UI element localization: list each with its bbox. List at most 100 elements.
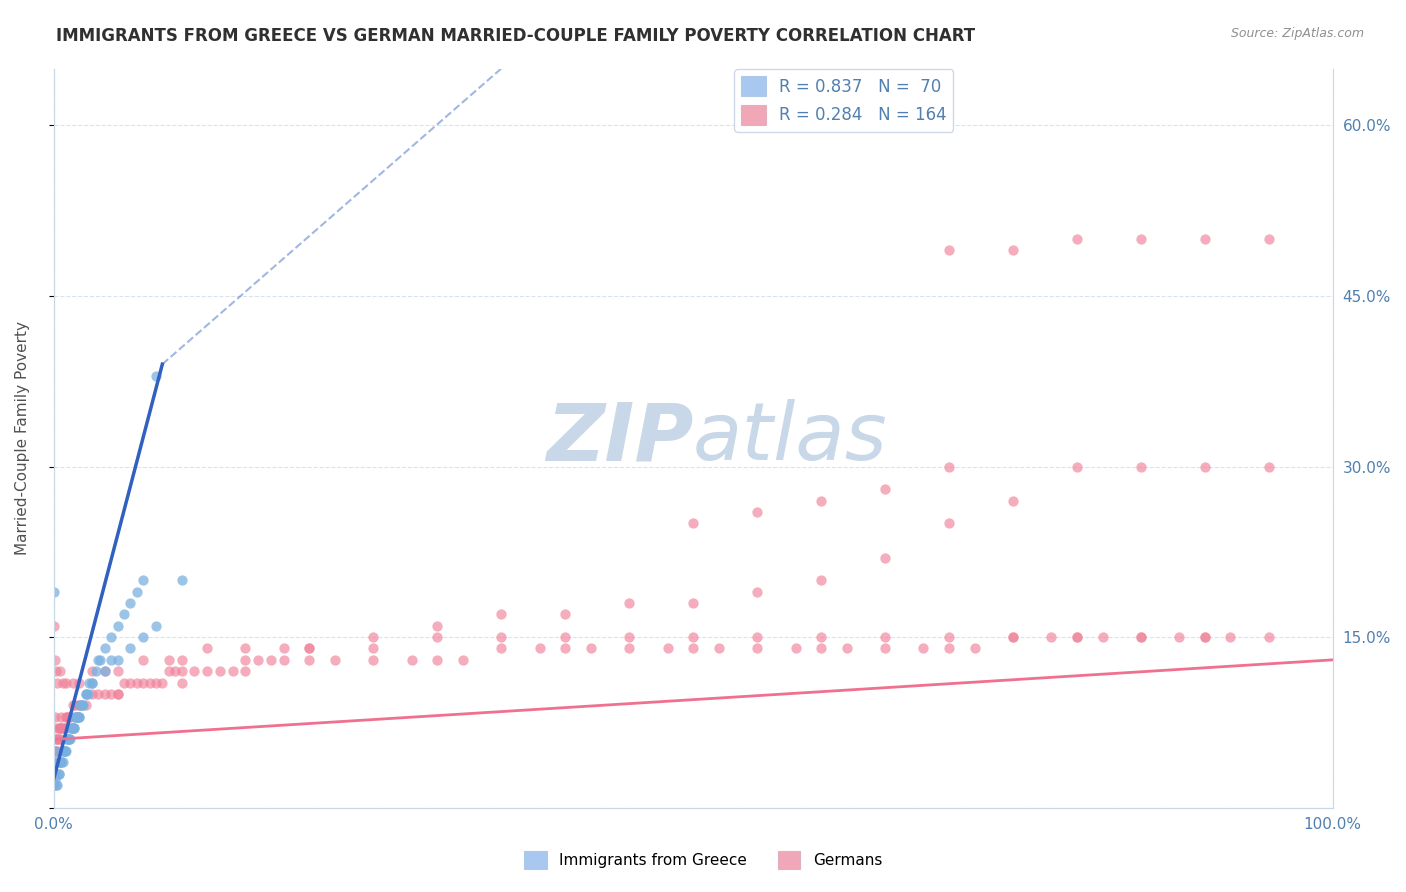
Point xyxy=(53,744,76,758)
Point xyxy=(1219,630,1241,644)
Legend: Immigrants from Greece, Germans: Immigrants from Greece, Germans xyxy=(517,845,889,875)
Point xyxy=(46,778,69,792)
Point xyxy=(46,732,69,747)
Point xyxy=(554,607,576,622)
Point xyxy=(810,573,832,587)
Point xyxy=(260,653,283,667)
Point xyxy=(44,744,66,758)
Point xyxy=(100,630,122,644)
Point xyxy=(70,698,93,713)
Point xyxy=(100,653,122,667)
Point xyxy=(657,641,679,656)
Point xyxy=(55,732,77,747)
Point xyxy=(45,721,67,735)
Point xyxy=(46,732,69,747)
Point xyxy=(51,744,73,758)
Point xyxy=(51,755,73,769)
Point xyxy=(77,687,100,701)
Point xyxy=(80,675,103,690)
Point xyxy=(157,664,180,678)
Point xyxy=(235,664,257,678)
Point xyxy=(208,664,231,678)
Point xyxy=(46,744,69,758)
Point xyxy=(46,675,69,690)
Point xyxy=(87,687,110,701)
Point xyxy=(69,698,91,713)
Point xyxy=(44,772,66,787)
Point xyxy=(1001,244,1024,258)
Point xyxy=(58,732,80,747)
Point xyxy=(62,721,84,735)
Point xyxy=(132,573,155,587)
Point xyxy=(195,664,218,678)
Point xyxy=(53,744,76,758)
Point xyxy=(45,778,67,792)
Text: ZIP: ZIP xyxy=(546,399,693,477)
Point xyxy=(75,687,97,701)
Point xyxy=(170,573,193,587)
Point xyxy=(107,653,129,667)
Point xyxy=(619,641,641,656)
Point xyxy=(80,675,103,690)
Point xyxy=(94,687,117,701)
Point xyxy=(75,698,97,713)
Text: atlas: atlas xyxy=(693,399,889,477)
Point xyxy=(94,664,117,678)
Point xyxy=(120,641,142,656)
Point xyxy=(1091,630,1114,644)
Point xyxy=(66,709,89,723)
Point xyxy=(49,664,72,678)
Point xyxy=(45,664,67,678)
Point xyxy=(51,675,73,690)
Point xyxy=(1066,630,1088,644)
Point xyxy=(49,721,72,735)
Point xyxy=(938,641,960,656)
Point xyxy=(45,766,67,780)
Point xyxy=(1001,630,1024,644)
Point xyxy=(579,641,602,656)
Point xyxy=(49,732,72,747)
Point xyxy=(44,755,66,769)
Point xyxy=(835,641,858,656)
Point xyxy=(183,664,205,678)
Point xyxy=(42,584,65,599)
Point xyxy=(195,641,218,656)
Point xyxy=(707,641,730,656)
Point xyxy=(1066,630,1088,644)
Point xyxy=(145,675,167,690)
Point xyxy=(426,653,449,667)
Y-axis label: Married-Couple Family Poverty: Married-Couple Family Poverty xyxy=(15,321,30,555)
Point xyxy=(107,687,129,701)
Point xyxy=(55,675,77,690)
Point xyxy=(1001,493,1024,508)
Point xyxy=(132,675,155,690)
Point xyxy=(491,607,513,622)
Point xyxy=(401,653,423,667)
Point xyxy=(42,618,65,632)
Point xyxy=(363,630,385,644)
Point xyxy=(222,664,245,678)
Point xyxy=(747,505,769,519)
Point xyxy=(87,653,110,667)
Point xyxy=(48,732,70,747)
Point xyxy=(94,641,117,656)
Point xyxy=(100,687,122,701)
Point xyxy=(51,709,73,723)
Point xyxy=(491,630,513,644)
Legend: R = 0.837   N =  70, R = 0.284   N = 164: R = 0.837 N = 70, R = 0.284 N = 164 xyxy=(734,70,953,132)
Point xyxy=(51,755,73,769)
Point xyxy=(52,721,75,735)
Point xyxy=(1194,630,1216,644)
Point xyxy=(170,675,193,690)
Point xyxy=(66,709,89,723)
Point xyxy=(912,641,935,656)
Point xyxy=(67,709,90,723)
Point xyxy=(65,709,87,723)
Point xyxy=(363,641,385,656)
Point xyxy=(810,493,832,508)
Point xyxy=(120,596,142,610)
Point xyxy=(79,675,101,690)
Point xyxy=(51,721,73,735)
Point xyxy=(84,664,107,678)
Point xyxy=(60,721,83,735)
